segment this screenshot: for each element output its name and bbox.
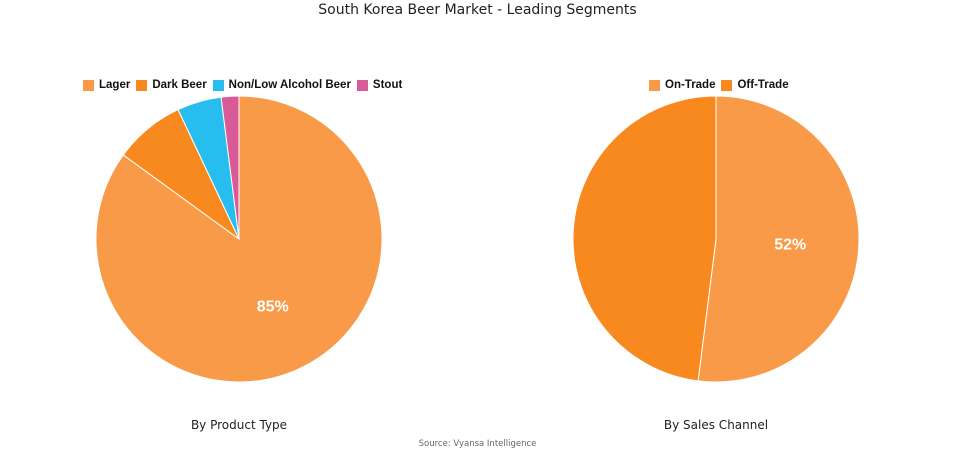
pie-slice-stout: [220, 95, 240, 240]
pie-slice-off-trade: [572, 95, 717, 382]
data-label-lager: 85%: [257, 298, 289, 315]
legend-item-non-low-alcohol-beer: Non/Low Alcohol Beer: [212, 79, 351, 91]
caption-product-type: By Product Type: [190, 418, 288, 432]
legend-label: Dark Beer: [152, 79, 207, 91]
legend-item-dark-beer: Dark Beer: [136, 79, 207, 91]
legend-item-lager: Lager: [83, 79, 130, 91]
data-label-on-trade: 52%: [774, 237, 806, 254]
pie-slice-lager: [95, 95, 383, 383]
caption-sales-channel: By Sales Channel: [663, 418, 769, 432]
legend-swatch: [136, 79, 148, 91]
legend-swatch: [83, 79, 94, 91]
legend-label: Non/Low Alcohol Beer: [228, 79, 351, 91]
legend-swatch: [649, 79, 660, 91]
legend-label: Stout: [372, 79, 403, 91]
legend-item-off-trade: Off-Trade: [721, 79, 789, 91]
legend-label: On-Trade: [665, 79, 716, 91]
legend-swatch: [356, 79, 368, 91]
legend-swatch: [212, 79, 224, 91]
legend-product-type: Lager Dark Beer Non/Low Alcohol Beer Stout: [83, 79, 408, 91]
chart-title: South Korea Beer Market - Leading Segmen…: [318, 2, 637, 18]
legend-label: Off-Trade: [737, 79, 789, 91]
legend-item-on-trade: On-Trade: [649, 79, 715, 91]
pie-slice-on-trade: [697, 95, 860, 383]
legend-swatch: [721, 79, 733, 91]
legend-item-stout: Stout: [356, 79, 403, 91]
source-note: Source: Vyansa Intelligence: [418, 439, 537, 449]
legend-label: Lager: [99, 79, 131, 91]
legend-sales-channel: On-Trade Off-Trade: [649, 79, 795, 91]
